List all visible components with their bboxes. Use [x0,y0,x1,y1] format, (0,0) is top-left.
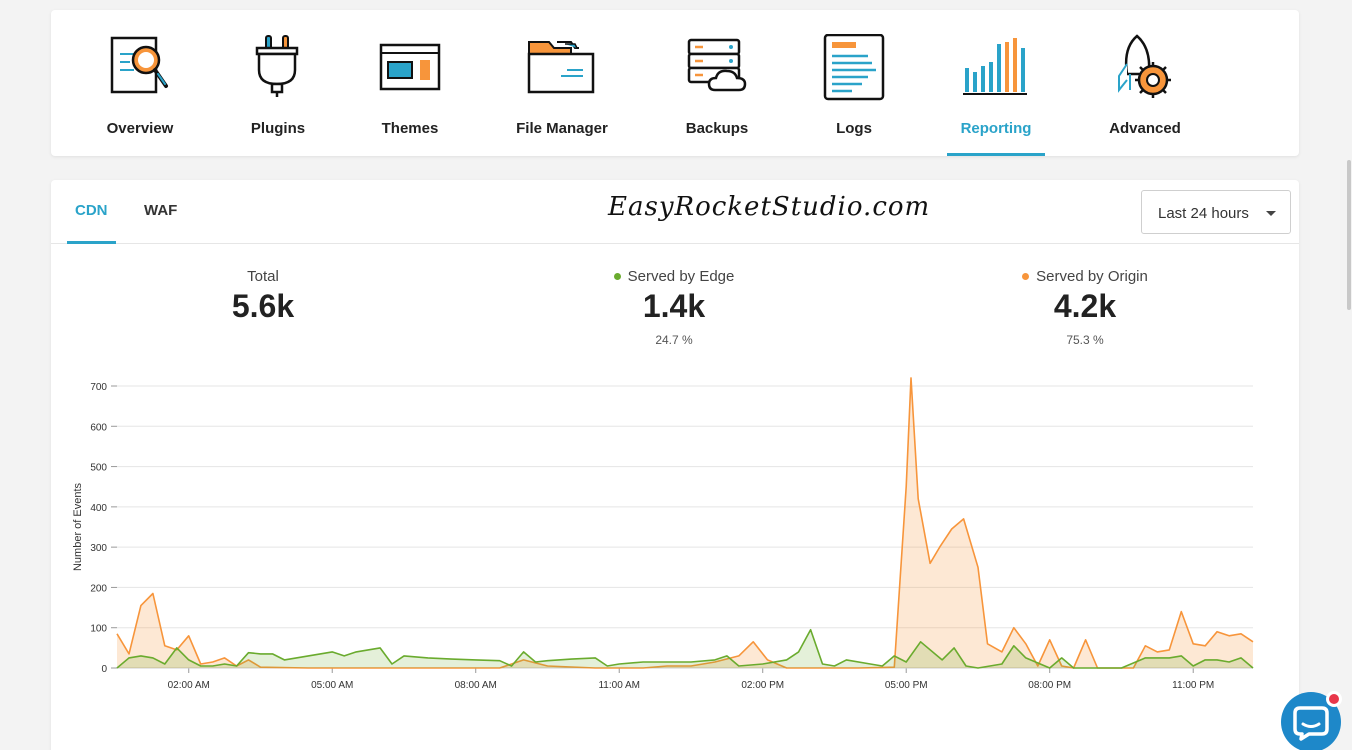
nav-item-plugins[interactable]: Plugins [213,10,343,156]
plugin-icon [255,35,299,97]
active-nav-underline [947,153,1045,156]
nav-item-logs[interactable]: Logs [789,10,919,156]
y-tick-label: 300 [90,543,107,554]
y-tick-label: 600 [90,422,107,433]
time-range-select[interactable]: Last 24 hours [1141,190,1291,234]
page-scrollbar[interactable] [1346,0,1352,750]
nav-label-plugins: Plugins [250,120,306,137]
stat-origin-pct: 75.3 % [1066,333,1104,347]
tab-cdn[interactable]: CDN [75,202,108,219]
stat-origin-label-row: Served by Origin [955,268,1215,285]
folder-icon [527,41,595,94]
y-tick-label: 700 [90,382,107,393]
nav-label-file-manager: File Manager [516,120,608,137]
nav-label-themes: Themes [381,120,439,137]
stat-edge-label: Served by Edge [627,268,735,285]
logs-icon [823,34,885,101]
stat-edge: Served by Edge 1.4k 24.7 % [544,268,804,347]
notification-dot-icon [1329,694,1339,704]
y-tick-label: 400 [90,503,107,514]
y-tick-label: 200 [90,583,107,594]
reporting-panel: CDN WAF EasyRocketStudio.com Last 24 hou… [51,180,1299,750]
caret-down-icon [1266,211,1276,216]
nav-label-reporting: Reporting [960,120,1032,137]
y-tick-label: 100 [90,624,107,635]
themes-icon [379,43,441,91]
stat-total-label: Total [247,268,279,285]
edge-dot-icon [613,272,621,280]
watermark-text: EasyRocketStudio.com [608,192,931,222]
y-tick-label: 0 [101,664,107,675]
nav-item-reporting[interactable]: Reporting [931,10,1061,156]
tab-waf[interactable]: WAF [144,202,178,219]
stat-origin: Served by Origin 4.2k 75.3 % [955,268,1215,347]
backup-icon [687,38,747,92]
stat-edge-pct: 24.7 % [655,333,693,347]
notification-badge [1326,691,1342,707]
chat-icon [1293,706,1329,741]
top-nav: Overview Plugins Themes F [51,10,1299,156]
origin-dot-icon [1022,272,1030,280]
events-chart: 0 100 200 300 400 500 600 700 02:00 AM 05:00 AM 08… [72,377,1254,691]
time-range-value: Last 24 hours [1158,205,1249,222]
nav-item-themes[interactable]: Themes [345,10,475,156]
x-tick-label: 08:00 PM [1028,680,1071,691]
stat-edge-label-row: Served by Edge [544,268,804,285]
y-axis-label: Number of Events [72,482,84,571]
series-line-origin [116,377,1254,669]
y-tick-label: 500 [90,463,107,474]
reporting-icon [963,38,1027,95]
rocket-gear-icon [1118,34,1171,98]
nav-label-backups: Backups [685,120,749,137]
stat-origin-label: Served by Origin [1036,268,1148,285]
nav-item-advanced[interactable]: Advanced [1080,10,1210,156]
nav-item-backups[interactable]: Backups [652,10,782,156]
x-tick-label: 02:00 AM [168,680,210,691]
stat-origin-value: 4.2k [1053,288,1117,324]
nav-item-overview[interactable]: Overview [75,10,205,156]
active-tab-underline [67,241,116,244]
x-tick-label: 11:00 AM [598,680,640,691]
nav-label-overview: Overview [106,120,174,137]
overview-icon [110,36,168,94]
scrollbar-thumb[interactable] [1347,160,1351,310]
stat-edge-value: 1.4k [642,288,706,324]
report-tabs: CDN WAF EasyRocketStudio.com Last 24 hou… [51,180,1299,244]
nav-label-logs: Logs [836,120,872,137]
stat-total-value: 5.6k [231,288,295,324]
nav-item-file-manager[interactable]: File Manager [497,10,627,156]
x-tick-label: 08:00 AM [455,680,497,691]
series-line-edge [116,628,1254,669]
x-tick-label: 05:00 AM [311,680,353,691]
series-area-origin [117,377,1253,668]
x-tick-label: 02:00 PM [741,680,784,691]
x-tick-label: 05:00 PM [885,680,928,691]
nav-label-advanced: Advanced [1109,120,1181,137]
stat-total: Total 5.6k [133,268,393,325]
x-tick-label: 11:00 PM [1172,680,1214,691]
